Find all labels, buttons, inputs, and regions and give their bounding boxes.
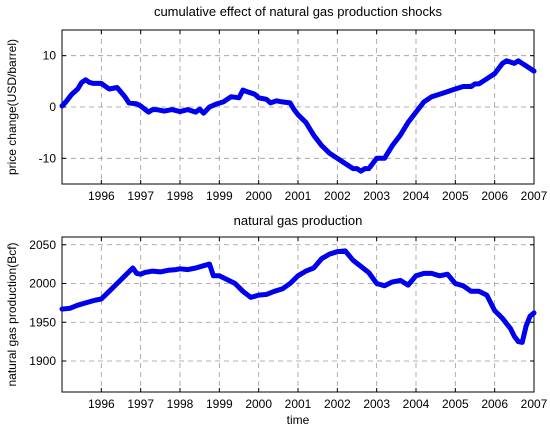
x-tick-label: 2004 [403, 189, 430, 203]
x-tick-label: 2001 [285, 189, 312, 203]
y-tick-label: 2050 [29, 238, 56, 252]
chart-title: natural gas production [234, 213, 363, 228]
x-tick-label: 1998 [167, 189, 194, 203]
chart-title: cumulative effect of natural gas product… [154, 4, 443, 19]
top-chart-panel: 1996 1997 1998 1999 2000 2001 2002 2003 2004 2005… [5, 4, 548, 203]
y-tick-label: 1900 [29, 354, 56, 368]
x-tick-label: 2007 [521, 189, 548, 203]
x-axis-label: time [287, 413, 310, 427]
series-line [59, 248, 537, 345]
x-tick-label: 2005 [442, 397, 469, 411]
x-tick-label: 1996 [88, 189, 115, 203]
bottom-chart-panel: 1996 1997 1998 1999 2000 2001 2002 2003 2004 2005… [5, 213, 548, 427]
y-tick-label: 10 [43, 49, 57, 63]
y-axis-label: natural gas production(Bcf) [5, 242, 19, 386]
x-tick-label: 2003 [363, 397, 390, 411]
x-tick-label: 1997 [127, 397, 154, 411]
x-tick-label: 2001 [285, 397, 312, 411]
x-tick-label: 2005 [442, 189, 469, 203]
series-line [59, 58, 537, 174]
x-tick-label: 1999 [206, 189, 233, 203]
x-tick-label: 2003 [363, 189, 390, 203]
x-tick-label: 2000 [245, 189, 272, 203]
y-tick-label: 2000 [29, 277, 56, 291]
x-tick-label: 2006 [481, 397, 508, 411]
y-tick-label: 0 [49, 100, 56, 114]
y-tick-label: 1950 [29, 315, 56, 329]
x-tick-label: 1996 [88, 397, 115, 411]
axes-frame [61, 236, 535, 393]
x-tick-label: 2006 [481, 189, 508, 203]
x-tick-label: 2004 [403, 397, 430, 411]
y-axis-label: price change(USD/barrel) [5, 39, 19, 175]
x-tick-label: 1997 [127, 189, 154, 203]
x-tick-label: 2007 [521, 397, 548, 411]
x-tick-label: 2002 [324, 397, 351, 411]
x-tick-label: 1999 [206, 397, 233, 411]
x-tick-label: 2002 [324, 189, 351, 203]
x-tick-label: 2000 [245, 397, 272, 411]
x-tick-label: 1998 [167, 397, 194, 411]
y-tick-label: -10 [39, 151, 57, 165]
